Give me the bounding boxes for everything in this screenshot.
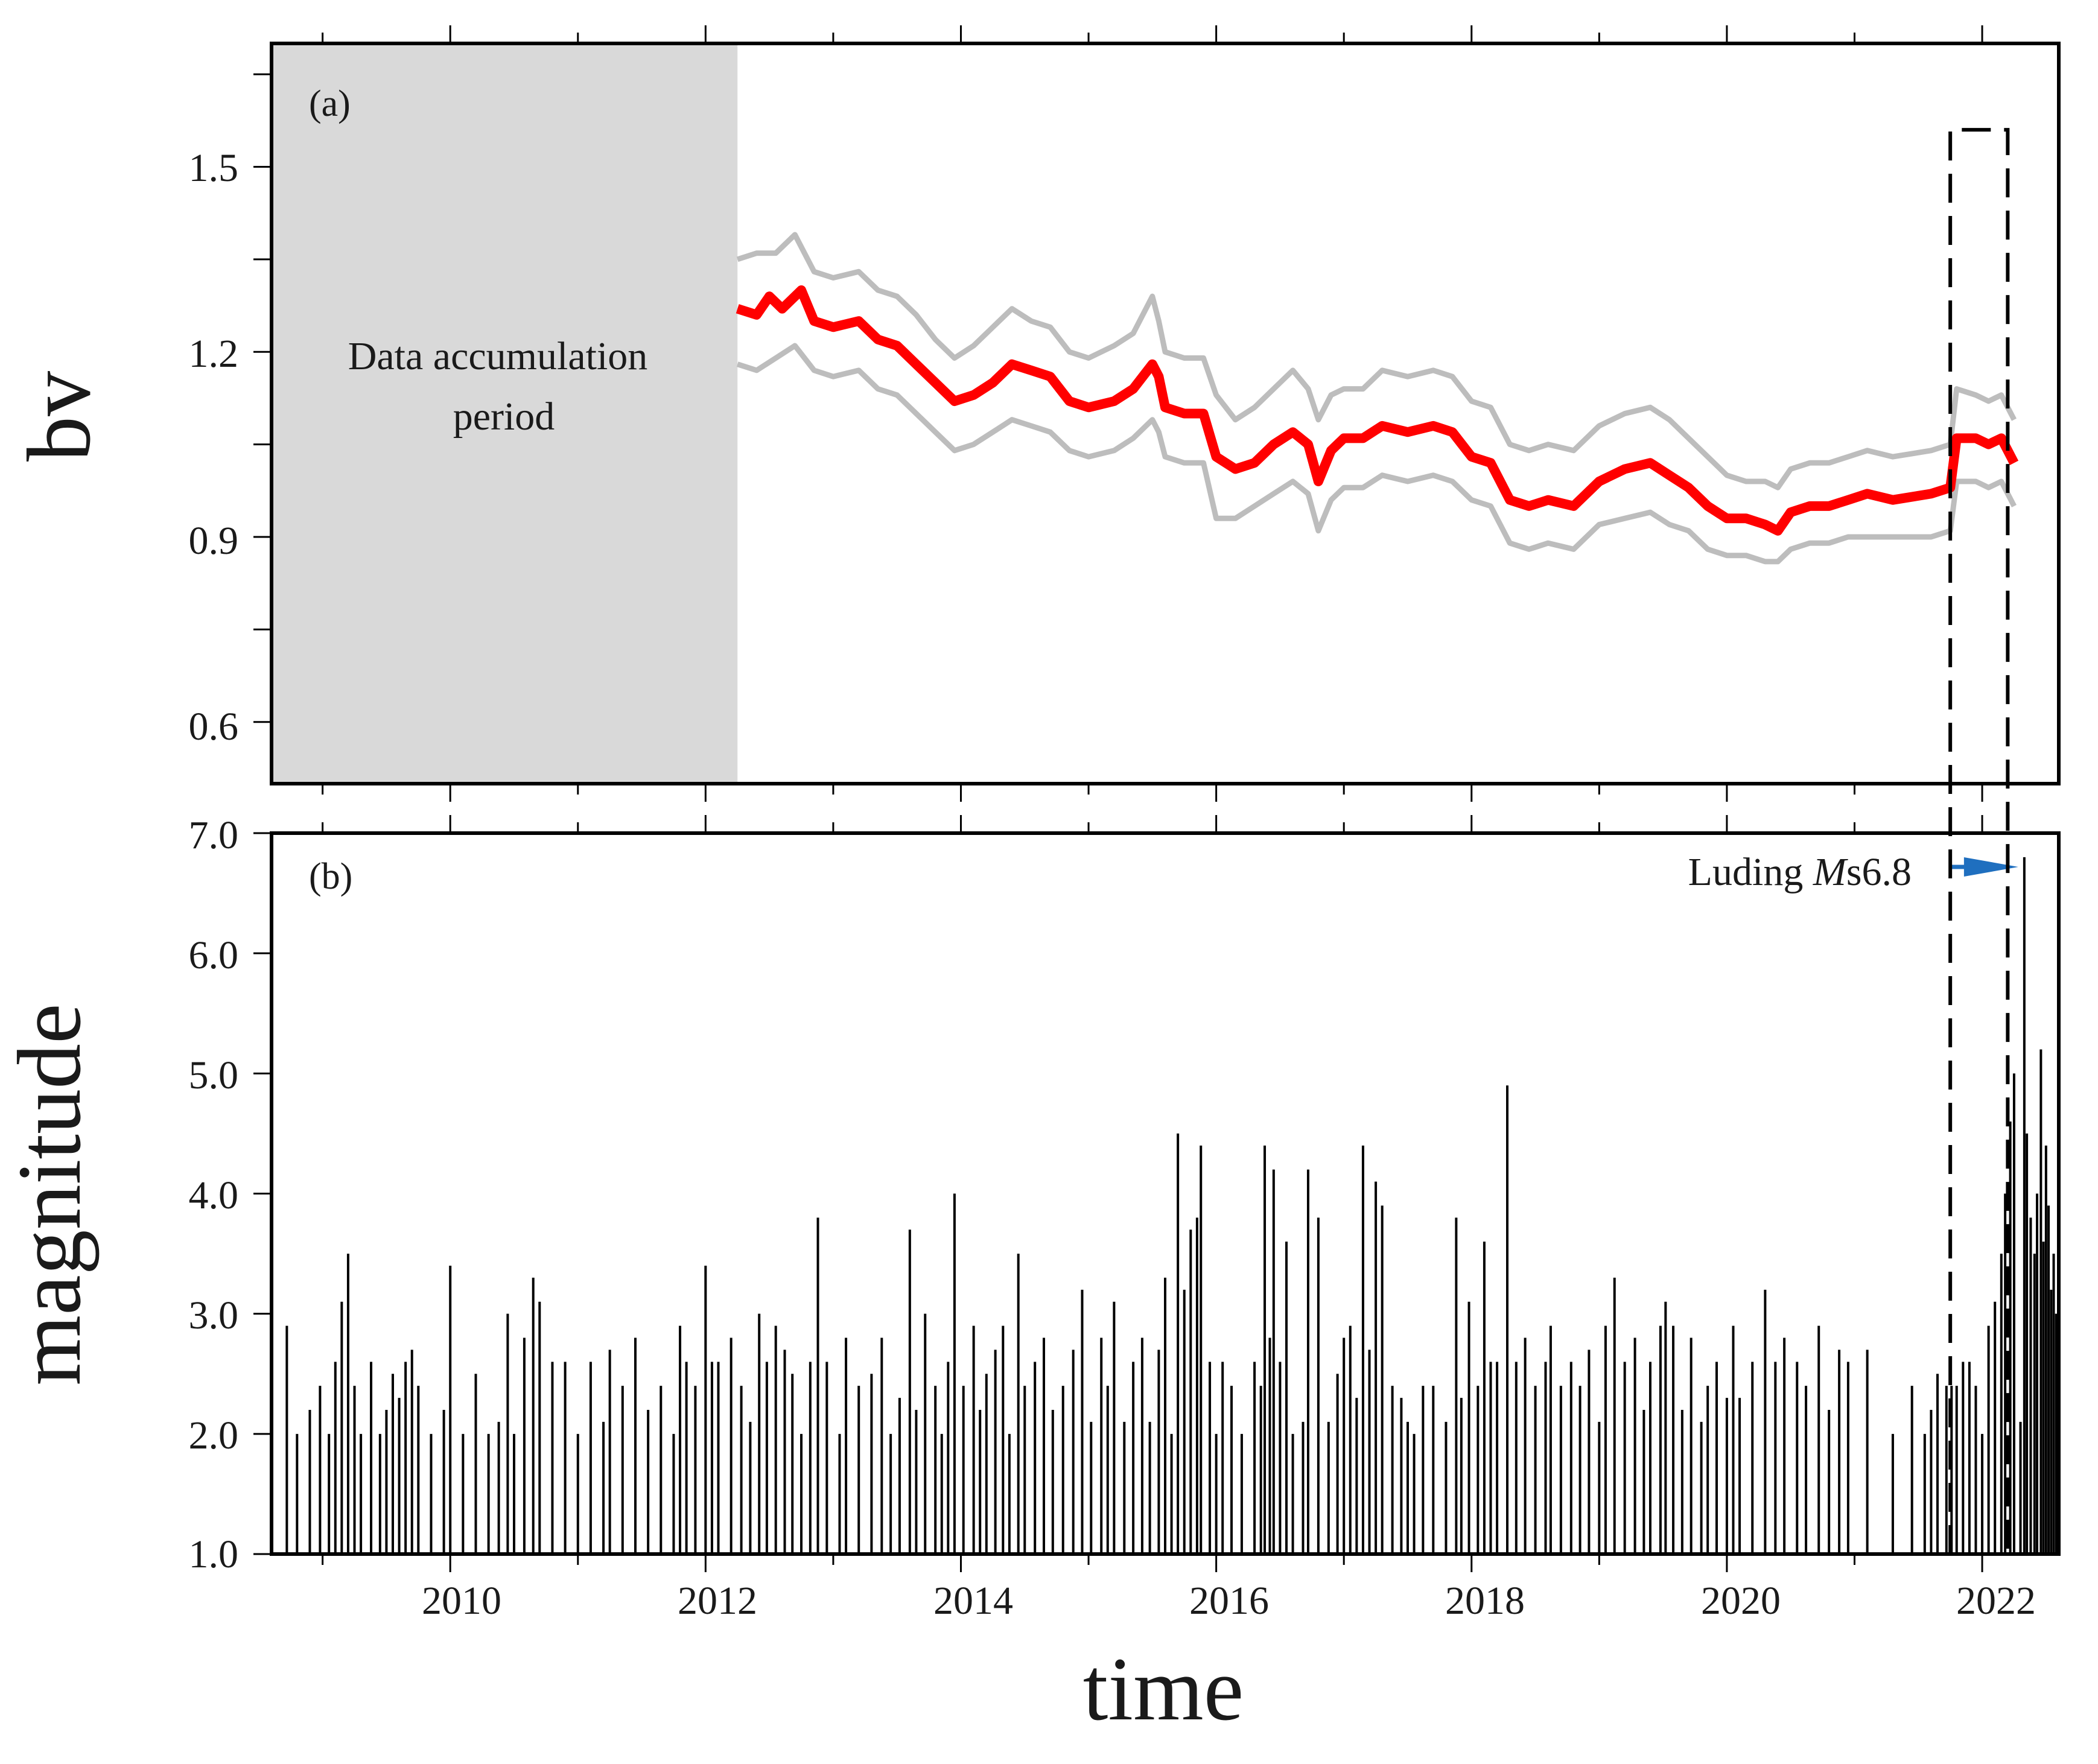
bv-lower-bound-line — [736, 343, 2017, 565]
bv-line — [736, 285, 2019, 536]
xtick-2014: 2014 — [933, 1579, 1013, 1623]
dashed-highlight-box — [1948, 128, 2010, 1554]
ylabel-a: bv — [9, 371, 109, 462]
ytick-b-4: 4.0 — [189, 1173, 239, 1217]
ytick-b-2: 6.0 — [189, 933, 239, 977]
ytick-a-1: 1.5 — [189, 146, 239, 190]
shade-label-line2: period — [453, 395, 555, 439]
luding-text-italic: M — [1813, 850, 1849, 894]
ytick-a-4: 0.6 — [189, 705, 239, 749]
ytick-b-1: 7.0 — [189, 813, 239, 857]
luding-text-suffix: s6.8 — [1846, 850, 1912, 894]
ytick-b-3: 5.0 — [189, 1053, 239, 1097]
panel-label-b: (b) — [309, 856, 352, 897]
bv-upper-bound-line — [736, 232, 2017, 490]
xlabel-time: time — [1083, 1639, 1244, 1739]
dashed-box-outline — [1948, 128, 2010, 1554]
axes-frame-a — [270, 42, 2061, 785]
xtick-2016: 2016 — [1189, 1579, 1269, 1623]
xtick-2022: 2022 — [1956, 1579, 2036, 1623]
ytick-b-5: 3.0 — [189, 1293, 239, 1337]
panel-label-a: (a) — [309, 83, 351, 124]
shade-label-line1: Data accumulation — [348, 334, 648, 378]
xtick-2020: 2020 — [1701, 1579, 1781, 1623]
luding-annotation: Luding Ms6.8 — [1688, 850, 1912, 894]
axes-frame-b — [270, 831, 2061, 1556]
axis-ticks-b — [253, 815, 1983, 1572]
luding-text-prefix: Luding — [1688, 850, 1813, 894]
panel-a: Data accumulation period (a) 1.5 1.2 0.9… — [9, 25, 2061, 802]
panel-b: (b) 7.0 6.0 5.0 4.0 3.0 2.0 1.0 magnitud… — [0, 813, 2061, 1739]
data-accumulation-shade — [272, 43, 738, 784]
ytick-b-7: 1.0 — [189, 1532, 239, 1576]
xtick-2010: 2010 — [422, 1579, 501, 1623]
bv-series-group — [736, 232, 2019, 565]
ylabel-b: magnitude — [0, 1003, 100, 1385]
luding-arrow — [1951, 857, 2018, 877]
magnitude-bars-group — [285, 857, 2058, 1554]
arrow-head — [1963, 857, 2018, 877]
xtick-2018: 2018 — [1445, 1579, 1525, 1623]
xtick-2012: 2012 — [678, 1579, 757, 1623]
ytick-a-2: 1.2 — [189, 332, 239, 376]
ytick-b-6: 2.0 — [189, 1413, 239, 1458]
ytick-a-3: 0.9 — [189, 519, 239, 563]
